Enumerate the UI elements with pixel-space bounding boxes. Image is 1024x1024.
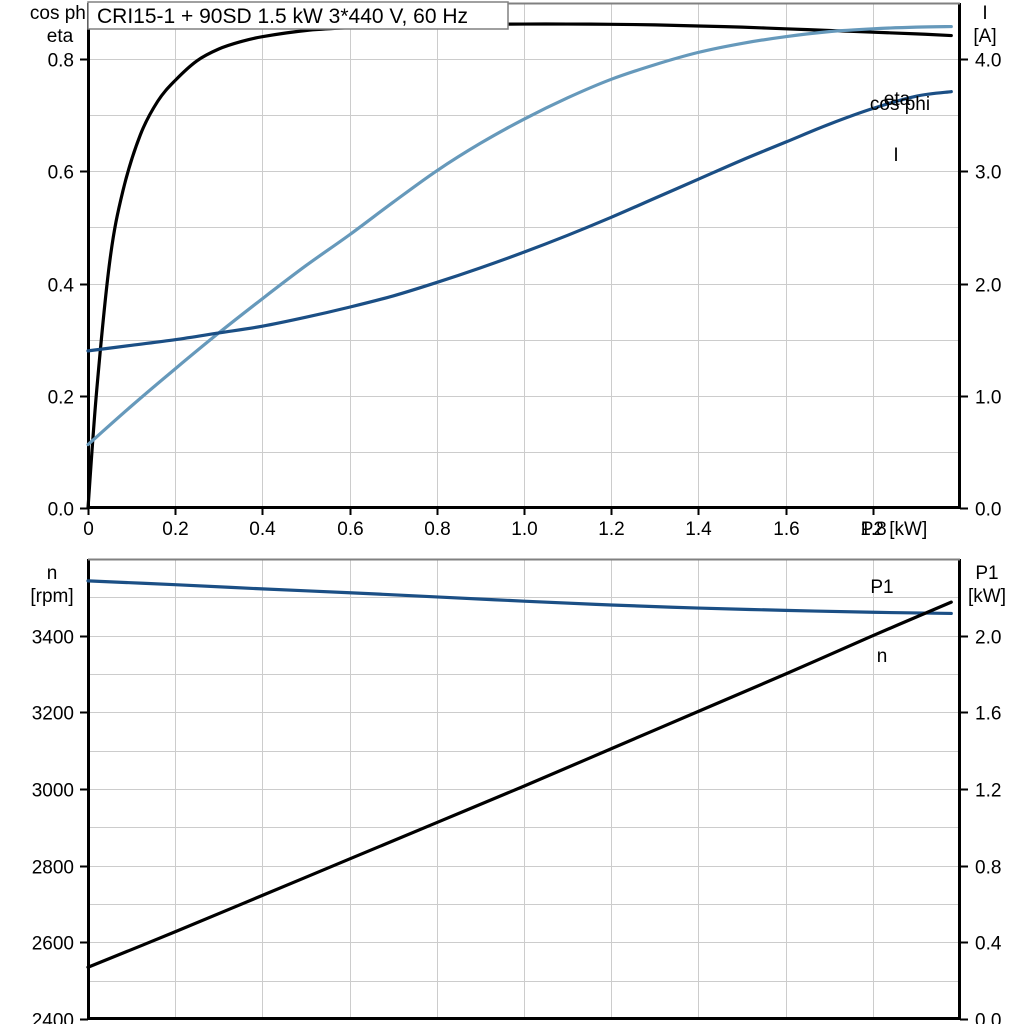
y-tick-label-left: 2400 [32,1011,74,1024]
y-tick-label-right: 3.0 [975,163,1001,184]
x-tick-label: 0 [83,519,94,540]
y-tick-label-right: 1.6 [975,704,1001,725]
y-tick-label-right: 0.0 [975,1011,1001,1024]
x-tick-label: 0.8 [424,519,450,540]
bottom-chart-gridlines [88,559,961,1019]
y-tick-label-left: 2800 [32,858,74,879]
curve-label-speed: n [877,646,888,667]
x-tick-label: 0.6 [337,519,363,540]
y-tick-label-left: 3000 [32,781,74,802]
y-tick-label-left: 0.8 [48,51,74,72]
y-tick-label-left: 0.6 [48,163,74,184]
y-tick-label-right: 0.0 [975,500,1001,521]
y-tick-label-left: 0.0 [48,500,74,521]
curve-I [86,90,953,353]
chart-title: CRI15-1 + 90SD 1.5 kW 3*440 V, 60 Hz [97,5,468,28]
bottom-chart-frame [87,558,961,1020]
bottom-right-axis-title-line2: [kW] [968,586,1006,607]
y-tick-label-right: 2.0 [975,276,1001,297]
bottom-chart-tick-labels: 2400 2600 2800 3000 3200 3400 0.0 0.4 0.8 1.2 1.6 2… [32,628,1002,1024]
y-tick-label-left: 0.2 [48,388,74,409]
x-tick-label: 1.0 [511,519,537,540]
curve-n [86,579,953,616]
y-tick-label-right: 1.2 [975,781,1001,802]
top-chart-tick-labels: 0 0.2 0.4 0.6 0.8 1.0 1.2 1.4 1.6 1.8 0.0 0.2 0.4 0.6… [48,51,1002,541]
top-left-axis-title-line1: cos phi [30,3,90,24]
y-tick-label-left: 3200 [32,704,74,725]
curve-cos-phi [86,24,953,447]
bottom-left-axis-title-line2: [rpm] [30,586,73,607]
top-chart-tickmarks [80,58,968,515]
curve-label-eta: eta [884,89,911,110]
bottom-right-axis-title-line1: P1 [975,563,998,584]
curve-label-power: P1 [870,577,893,598]
y-tick-label-right: 2.0 [975,628,1001,649]
x-tick-label: 1.8 [860,519,886,540]
top-chart-gridlines [88,3,961,508]
x-tick-label: 1.4 [685,519,712,540]
x-tick-label: 0.2 [162,519,188,540]
top-right-axis-title-line1: I [982,3,987,24]
bottom-chart-svg: 2400 2600 2800 3000 3200 3400 0.0 0.4 0.8 1.2 1.6 2… [30,558,1006,1024]
y-tick-label-right: 1.0 [975,388,1001,409]
title-box [87,1,509,30]
y-tick-label-left: 2600 [32,934,74,955]
top-left-axis-title-line2: eta [47,26,74,47]
x-tick-label: 1.2 [598,519,624,540]
curve-P1 [86,600,953,969]
y-tick-label-right: 4.0 [975,51,1001,72]
top-chart-panel: 0 0.2 0.4 0.6 0.8 1.0 1.2 1.4 1.6 1.8 0.0 0.2 0.4 0.6… [30,1,1002,541]
x-tick-label: 0.4 [249,519,276,540]
x-tick-label: 1.6 [773,519,799,540]
top-chart-frame [87,2,961,509]
curve-label-cos-phi: cos phi [870,94,930,115]
top-chart-curves [86,22,953,510]
y-tick-label-left: 3400 [32,628,74,649]
bottom-chart-curves [86,579,953,969]
top-x-axis-title: P2 [kW] [861,519,928,540]
top-chart-svg: 0 0.2 0.4 0.6 0.8 1.0 1.2 1.4 1.6 1.8 0.0 0.2 0.4 0.6… [30,1,1002,541]
y-tick-label-right: 0.8 [975,858,1001,879]
bottom-chart-panel: 2400 2600 2800 3000 3200 3400 0.0 0.4 0.8 1.2 1.6 2… [0,553,1024,1024]
y-tick-label-left: 0.4 [48,276,75,297]
curve-label-current: I [893,145,898,166]
top-right-axis-title-line2: [A] [973,26,996,47]
bottom-chart-tickmarks [80,635,968,1021]
curve-eta [86,22,953,510]
y-tick-label-right: 0.4 [975,934,1002,955]
bottom-left-axis-title-line1: n [47,563,58,584]
